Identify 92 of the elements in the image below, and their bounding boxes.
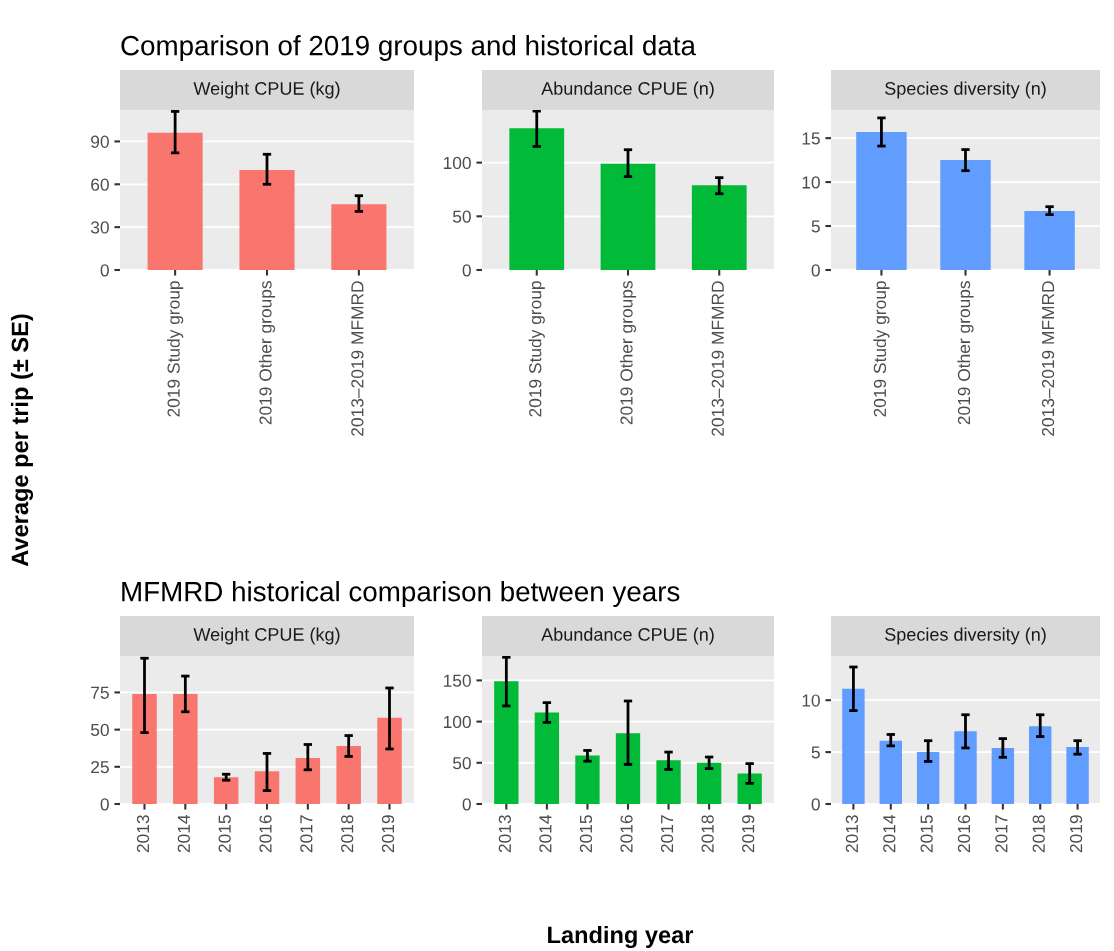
bar [615, 733, 641, 804]
x-tick-label: 2016 [259, 815, 272, 853]
x-tick-label: 2018 [1032, 815, 1045, 853]
bar [509, 128, 565, 270]
y-tick-label: 0 [811, 264, 820, 277]
x-tick-label: 2018 [701, 815, 714, 853]
x-tick-label: 2015 [920, 815, 933, 853]
x-tick-label: 2016 [620, 815, 633, 853]
y-tick-label: 10 [802, 176, 820, 189]
x-tick-label: 2019 Other groups [258, 281, 276, 425]
x-tick-label: 2013 [136, 815, 150, 853]
bar [213, 777, 239, 804]
x-tick-label: 2017 [995, 815, 1008, 853]
x-tick-label: 2015 [579, 815, 593, 853]
bar [696, 762, 722, 804]
y-axis-title: Average per trip (± SE) [10, 314, 34, 567]
x-tick-label: 2014 [177, 814, 190, 853]
text: MFMRD historical comparison between years [122, 581, 680, 607]
y-tick-label: 50 [90, 723, 109, 737]
y-tick-label: 50 [452, 756, 471, 770]
y-tick-label: 150 [443, 674, 471, 687]
y-tick-label: 0 [811, 798, 820, 811]
x-tick-label: 2013–2019 MFMRD [1041, 281, 1055, 436]
chart-title: Abundance CPUE (n) [541, 81, 714, 99]
x-tick-label: 2019 Study group [873, 281, 890, 417]
y-tick-label: 5 [811, 220, 820, 233]
x-tick-label: 2019 Study group [167, 281, 184, 417]
x-tick-label: 2013 [845, 815, 859, 853]
chart-title: Weight CPUE (kg) [193, 627, 340, 645]
bar [600, 163, 656, 270]
y-tick-label: 50 [452, 210, 471, 223]
y-tick-label: 25 [91, 760, 109, 774]
bar [147, 132, 203, 270]
bar [534, 712, 560, 804]
x-tick-label: 2019 Other groups [619, 281, 637, 425]
x-tick-label: 2019 [381, 815, 395, 853]
x-tick-label: 2013–2019 MFMRD [711, 281, 724, 436]
x-tick-label: 2019 [1069, 815, 1083, 853]
bar [239, 170, 295, 270]
x-tick-label: 2019 [742, 815, 755, 853]
x-tick-label: 2014 [539, 814, 552, 853]
bar [1029, 726, 1052, 804]
y-tick-label: 0 [462, 264, 471, 277]
bar [295, 757, 321, 804]
y-tick-label: 10 [802, 694, 820, 707]
y-tick-label: 15 [802, 132, 820, 145]
y-tick-label: 5 [811, 746, 820, 759]
y-tick-label: 100 [443, 156, 471, 170]
chart-title: Species diversity (n) [885, 81, 1046, 99]
y-tick-label: 75 [91, 686, 109, 699]
chart-title: Species diversity (n) [885, 627, 1046, 645]
text: Comparison of 2019 groups and historical data [121, 35, 696, 61]
x-tick-label: 2016 [957, 815, 971, 853]
x-tick-label: 2013 [498, 815, 511, 853]
x-tick-label: 2019 Study group [528, 281, 545, 417]
x-tick-label: 2019 Other groups [957, 281, 974, 425]
bar [377, 717, 402, 804]
bar [856, 131, 907, 270]
y-tick-label: 90 [91, 135, 109, 148]
bar [916, 752, 940, 804]
bar [331, 204, 387, 270]
bar [954, 731, 977, 804]
bar [494, 681, 519, 804]
bar [132, 693, 157, 804]
bar [842, 688, 865, 804]
bar [1024, 211, 1075, 270]
x-tick-label: 2014 [883, 814, 896, 853]
bar [575, 755, 600, 804]
x-tick-label: 2015 [218, 815, 231, 853]
x-tick-label: 2018 [341, 815, 354, 853]
y-tick-label: 100 [443, 715, 471, 729]
bar [336, 745, 361, 804]
x-axis-title: Landing year [548, 925, 694, 949]
x-tick-label: 2013–2019 MFMRD [351, 281, 364, 436]
bar [879, 740, 902, 804]
chart-title: Abundance CPUE (n) [541, 627, 714, 645]
x-tick-label: 2017 [300, 815, 313, 853]
y-tick-label: 0 [100, 798, 109, 811]
bar [1066, 746, 1089, 804]
y-tick-label: 0 [100, 264, 109, 277]
bar [656, 760, 681, 804]
bar [737, 773, 762, 804]
bar [991, 747, 1015, 804]
bar [691, 185, 747, 270]
chart-title: Weight CPUE (kg) [193, 81, 340, 99]
y-tick-label: 0 [462, 798, 471, 811]
y-tick-label: 60 [91, 178, 109, 191]
x-tick-label: 2017 [660, 815, 674, 853]
y-tick-label: 30 [90, 221, 109, 234]
bar [254, 771, 280, 804]
bar [173, 693, 198, 804]
bar [940, 160, 991, 270]
